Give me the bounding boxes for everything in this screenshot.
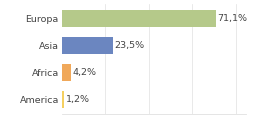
Text: 1,2%: 1,2% (66, 95, 90, 104)
Text: 71,1%: 71,1% (218, 14, 248, 23)
Bar (62, 10, 216, 27)
Bar (62, 91, 64, 108)
Text: 4,2%: 4,2% (72, 68, 96, 77)
Bar (62, 37, 113, 54)
Bar (62, 64, 71, 81)
Text: 23,5%: 23,5% (114, 41, 144, 50)
